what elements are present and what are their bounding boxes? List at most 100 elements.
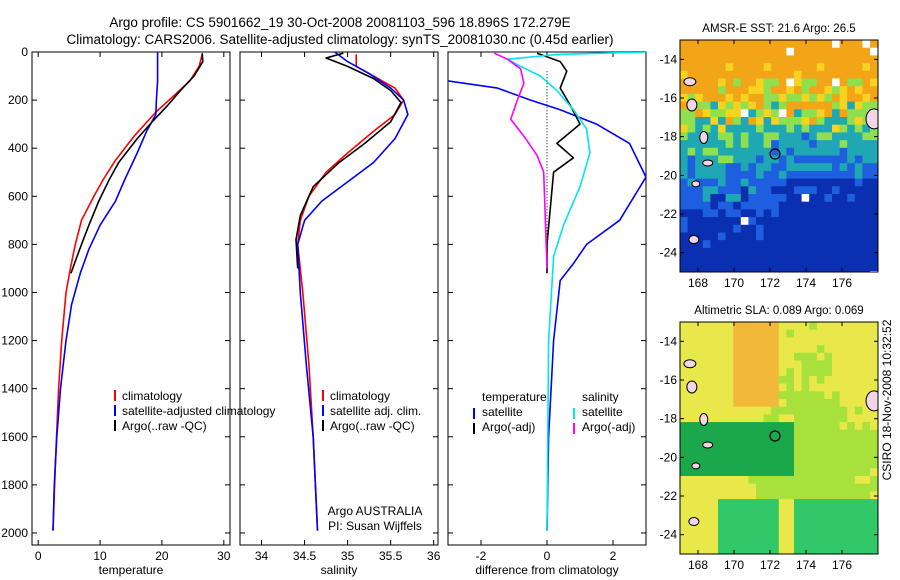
sla-map-cell: [786, 545, 795, 554]
sla-map-cell: [733, 522, 742, 531]
sst-map-cell: [702, 263, 711, 272]
sla-map-cell: [794, 422, 803, 431]
sst-map-cell: [756, 55, 765, 64]
sla-map-cell: [839, 545, 848, 554]
sst-map-cell: [756, 132, 765, 141]
sla-map-cell: [756, 514, 765, 523]
sla-map-cell: [824, 522, 833, 531]
sla-map-cell: [824, 422, 833, 431]
sla-map-cell: [763, 460, 772, 469]
sla-map-cell: [854, 537, 863, 546]
sla-map-cell: [778, 375, 787, 385]
sst-map-cell: [809, 147, 818, 156]
sst-map-cell: [778, 263, 787, 272]
sst-map-cell: [725, 93, 734, 103]
sla-map-cell: [832, 329, 841, 338]
sla-map-cell: [763, 406, 772, 415]
sla-map-cell: [778, 537, 787, 546]
sla-map-cell: [733, 352, 742, 361]
sla-map-cell: [877, 545, 878, 554]
sst-map-cell: [794, 170, 803, 180]
sst-map-cell: [816, 101, 825, 110]
sst-map-cell: [801, 78, 810, 87]
sst-map-cell: [801, 247, 810, 257]
sla-map-cell: [733, 545, 742, 554]
sst-map-cell: [771, 47, 780, 56]
sst-map-cell: [756, 70, 765, 79]
sst-map-cell: [801, 232, 810, 241]
sla-map-cell: [695, 352, 704, 361]
sst-map-cell: [801, 124, 810, 133]
sla-map-cell: [748, 529, 757, 539]
sla-map-cell: [702, 522, 711, 531]
sla-map-cell: [824, 468, 833, 477]
sla-map-cell: [816, 368, 825, 377]
sla-map-cell: [710, 360, 719, 369]
sst-map-cell: [740, 178, 749, 187]
sst-map-cell: [725, 147, 734, 156]
sla-map-cell: [847, 522, 856, 531]
sst-map-cell: [877, 163, 878, 172]
sla-map-cell: [733, 429, 742, 438]
sla-map-cell: [839, 422, 848, 431]
sla-map-cell: [756, 499, 765, 508]
sst-map-cell: [862, 78, 871, 87]
sla-map-cell: [809, 452, 818, 462]
sst-map-cell: [847, 86, 856, 95]
sst-map-cell: [801, 263, 810, 272]
sla-map-cell: [809, 422, 818, 431]
sst-map-cell: [771, 70, 780, 79]
sla-map-cell: [786, 368, 795, 377]
sst-map-cell: [740, 109, 749, 118]
sst-map-cell: [794, 47, 803, 56]
sst-map-cell: [824, 163, 833, 172]
sla-map-cell: [756, 337, 765, 346]
sst-map-cell: [794, 40, 803, 49]
sla-map-cell: [680, 429, 689, 438]
sla-map-cell: [824, 429, 833, 438]
sst-map-cell: [733, 132, 742, 141]
sst-map-cell: [756, 86, 765, 95]
sst-map-island: [688, 235, 700, 245]
sla-map-cell: [854, 345, 863, 354]
temperature-xtick-label: 30: [217, 549, 231, 563]
sla-map-cell: [740, 337, 749, 346]
sla-map-cell: [725, 445, 734, 454]
sla-map-cell: [710, 368, 719, 377]
sst-map-cell: [824, 186, 833, 195]
sla-map-cell: [862, 429, 871, 438]
sst-map-cell: [748, 147, 757, 156]
sla-map-cell: [839, 522, 848, 531]
sst-map-cell: [695, 93, 704, 103]
sla-map-cell: [801, 345, 810, 354]
sla-map-cell: [763, 491, 772, 500]
sla-map-cell: [778, 514, 787, 523]
sla-map-cell: [794, 345, 803, 354]
sst-map-cell: [695, 186, 704, 195]
sst-map-cell: [710, 86, 719, 95]
sla-map-cell: [854, 476, 863, 485]
sla-map-cell: [771, 514, 780, 523]
sla-map-cell: [733, 514, 742, 523]
sst-map-cell: [680, 55, 689, 64]
temperature-legend-item: climatology: [122, 389, 182, 403]
sla-map-cell: [687, 499, 696, 508]
sst-map-cell: [786, 124, 795, 133]
sst-map-cell: [702, 201, 711, 210]
sla-map-cell: [740, 422, 749, 431]
sst-map-cell: [718, 70, 727, 79]
sst-map-cell: [832, 140, 841, 149]
sst-map-cell: [854, 132, 863, 141]
sst-map-cell: [702, 70, 711, 79]
sst-map-cell: [778, 40, 787, 49]
difference-legend-group-title: temperature: [482, 390, 547, 404]
sla-map-cell: [778, 337, 787, 346]
sla-map-cell: [702, 383, 711, 392]
sla-map-cell: [748, 506, 757, 515]
sst-map-cell: [740, 194, 749, 203]
sst-map-cell: [725, 201, 734, 210]
sla-map-cell: [870, 522, 878, 531]
sla-map-cell: [725, 406, 734, 415]
sst-map-cell: [695, 232, 704, 241]
sla-map-cell: [870, 322, 878, 331]
